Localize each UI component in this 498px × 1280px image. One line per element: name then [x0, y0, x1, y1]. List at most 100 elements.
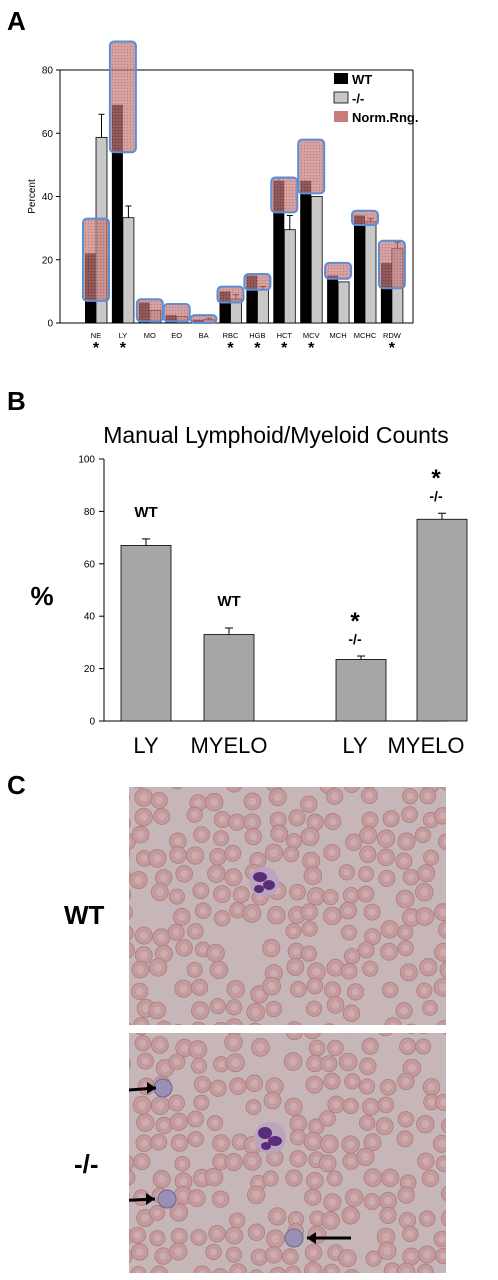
cell-center [249, 832, 257, 841]
bar-wt [354, 215, 365, 323]
normal-range-box [108, 40, 137, 154]
cell-center [270, 1082, 279, 1091]
cell-center [331, 1001, 340, 1009]
cell-center [231, 985, 240, 994]
cell-center [214, 853, 222, 861]
legend-label-wt: WT [352, 72, 372, 87]
cell-center [420, 987, 428, 995]
normal-range-box [216, 285, 245, 304]
cell-center [438, 983, 446, 992]
panel-letter-c: C [7, 770, 26, 800]
cell-center [194, 799, 202, 807]
cell-center [324, 787, 332, 790]
red-blood-cell [439, 787, 446, 791]
x-tick-label: MO [144, 331, 156, 340]
legend-swatch-wt [334, 73, 348, 84]
cell-center [366, 1042, 374, 1050]
cell-center [289, 1270, 297, 1273]
cell-center [135, 1248, 144, 1256]
cell-center [427, 1083, 436, 1091]
cell-center [153, 1234, 161, 1242]
bar-ko [256, 289, 269, 324]
red-blood-cell [225, 1018, 244, 1025]
cell-center [402, 1077, 410, 1086]
x-tick-label: BA [199, 331, 209, 340]
cell-center [407, 1252, 416, 1261]
cell-center [423, 1250, 432, 1259]
cell-center [159, 874, 168, 882]
cell-center [217, 1060, 225, 1068]
cell-center [343, 868, 351, 876]
cell-center [129, 838, 131, 845]
y-tick-label: 0 [47, 319, 53, 330]
y-tick-label: 100 [78, 455, 95, 466]
cell-center [348, 952, 356, 960]
cell-center [439, 948, 446, 957]
red-blood-cell [441, 1210, 446, 1227]
cell-center [306, 832, 315, 841]
red-blood-cell [437, 920, 446, 939]
red-blood-cell [129, 925, 134, 941]
cell-center [251, 1008, 260, 1017]
cell-center [427, 816, 435, 824]
cell-center [348, 1077, 356, 1085]
cell-center [385, 947, 393, 956]
red-blood-cell [129, 905, 133, 921]
cell-center [139, 951, 148, 960]
cell-center [250, 1079, 259, 1088]
x-tick-label: LY [342, 733, 368, 758]
cell-center [347, 1009, 356, 1018]
red-blood-cell [269, 1266, 287, 1273]
cell-center [438, 812, 446, 820]
cell-center [155, 888, 164, 896]
cell-center [305, 800, 313, 808]
cell-center [141, 1214, 149, 1222]
cell-center [180, 1044, 189, 1052]
cell-center [197, 831, 206, 839]
panel-letter-a: A [7, 6, 26, 36]
bar-wt [327, 275, 339, 323]
significance-star: * [308, 340, 315, 357]
cell-center [211, 949, 220, 957]
cell-center [156, 1101, 165, 1110]
cell-center [193, 1045, 202, 1054]
cell-center [195, 1062, 203, 1070]
cell-center [293, 888, 301, 896]
x-tick-label: HCT [277, 331, 293, 340]
legend-swatch-norm [334, 111, 348, 122]
cell-center [440, 1160, 446, 1168]
cell-center [362, 946, 370, 954]
x-tick-label: MYELO [190, 733, 267, 758]
cell-center [210, 798, 219, 807]
cell-center [311, 982, 319, 990]
cell-center [248, 1157, 257, 1166]
cell-center [328, 986, 337, 994]
cell-center [401, 929, 409, 936]
cell-center [407, 873, 415, 881]
x-tick-label: LY [133, 733, 159, 758]
cell-center [213, 1229, 221, 1238]
bar [203, 634, 255, 722]
cell-center [313, 1044, 321, 1052]
cell-center [214, 965, 223, 974]
cell-center [438, 1139, 446, 1148]
x-tick-label: MCH [330, 331, 347, 340]
normal-range-box [377, 239, 406, 290]
cell-center [383, 874, 391, 883]
cell-center [368, 1197, 376, 1206]
cell-center [153, 854, 162, 863]
cell-center [325, 1139, 334, 1149]
legend-label-ko: -/- [352, 91, 364, 106]
cell-center [401, 1135, 409, 1143]
cell-center [368, 1173, 377, 1182]
panel-letter-b: B [7, 386, 26, 416]
bar-ko [364, 221, 377, 324]
cell-center [344, 906, 352, 915]
bar [416, 518, 468, 722]
cell-center [177, 913, 186, 921]
y-tick-label: 60 [84, 559, 96, 570]
cell-center [329, 817, 337, 826]
cell-center [424, 963, 433, 972]
cell-center [404, 968, 413, 977]
cell-center [382, 1232, 390, 1241]
